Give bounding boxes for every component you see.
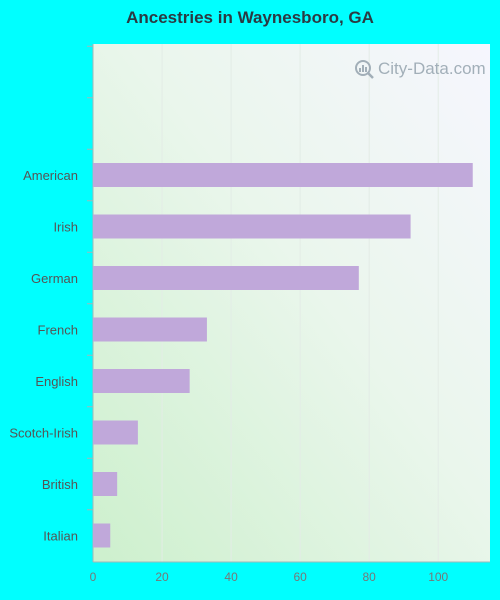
- category-label: Irish: [53, 220, 78, 235]
- category-label: Scotch-Irish: [9, 426, 78, 441]
- category-label: British: [42, 477, 78, 492]
- x-tick-label: 0: [90, 570, 97, 584]
- plot-area: [93, 44, 490, 562]
- category-label: German: [31, 271, 78, 286]
- bar-british: [93, 472, 118, 496]
- bar-italian: [93, 523, 111, 548]
- category-label: American: [23, 168, 78, 183]
- category-label: English: [35, 374, 78, 389]
- bar-american: [93, 163, 473, 187]
- category-labels: American Irish German French English Scotch-I…: [9, 168, 78, 544]
- grid-lines: [161, 44, 439, 562]
- bar-scotch-irish: [93, 420, 138, 445]
- x-tick-label: 80: [362, 570, 376, 584]
- x-tick-label: 100: [428, 570, 448, 584]
- bar-irish: [93, 214, 411, 239]
- x-tick-label: 60: [293, 570, 307, 584]
- watermark-text: City-Data.com: [378, 59, 486, 78]
- bar-english: [93, 369, 190, 393]
- bars: [93, 163, 473, 548]
- bar-german: [93, 266, 359, 290]
- x-tick-labels: 0 20 40 60 80 100: [90, 570, 449, 584]
- magnifier-chart-icon: [355, 60, 374, 79]
- bar-french: [93, 317, 207, 342]
- category-label: Italian: [43, 529, 78, 544]
- x-tick-label: 20: [155, 570, 169, 584]
- watermark: City-Data.com: [354, 58, 486, 80]
- chart-title: Ancestries in Waynesboro, GA: [126, 8, 374, 27]
- x-tick-label: 40: [224, 570, 238, 584]
- category-label: French: [38, 323, 78, 338]
